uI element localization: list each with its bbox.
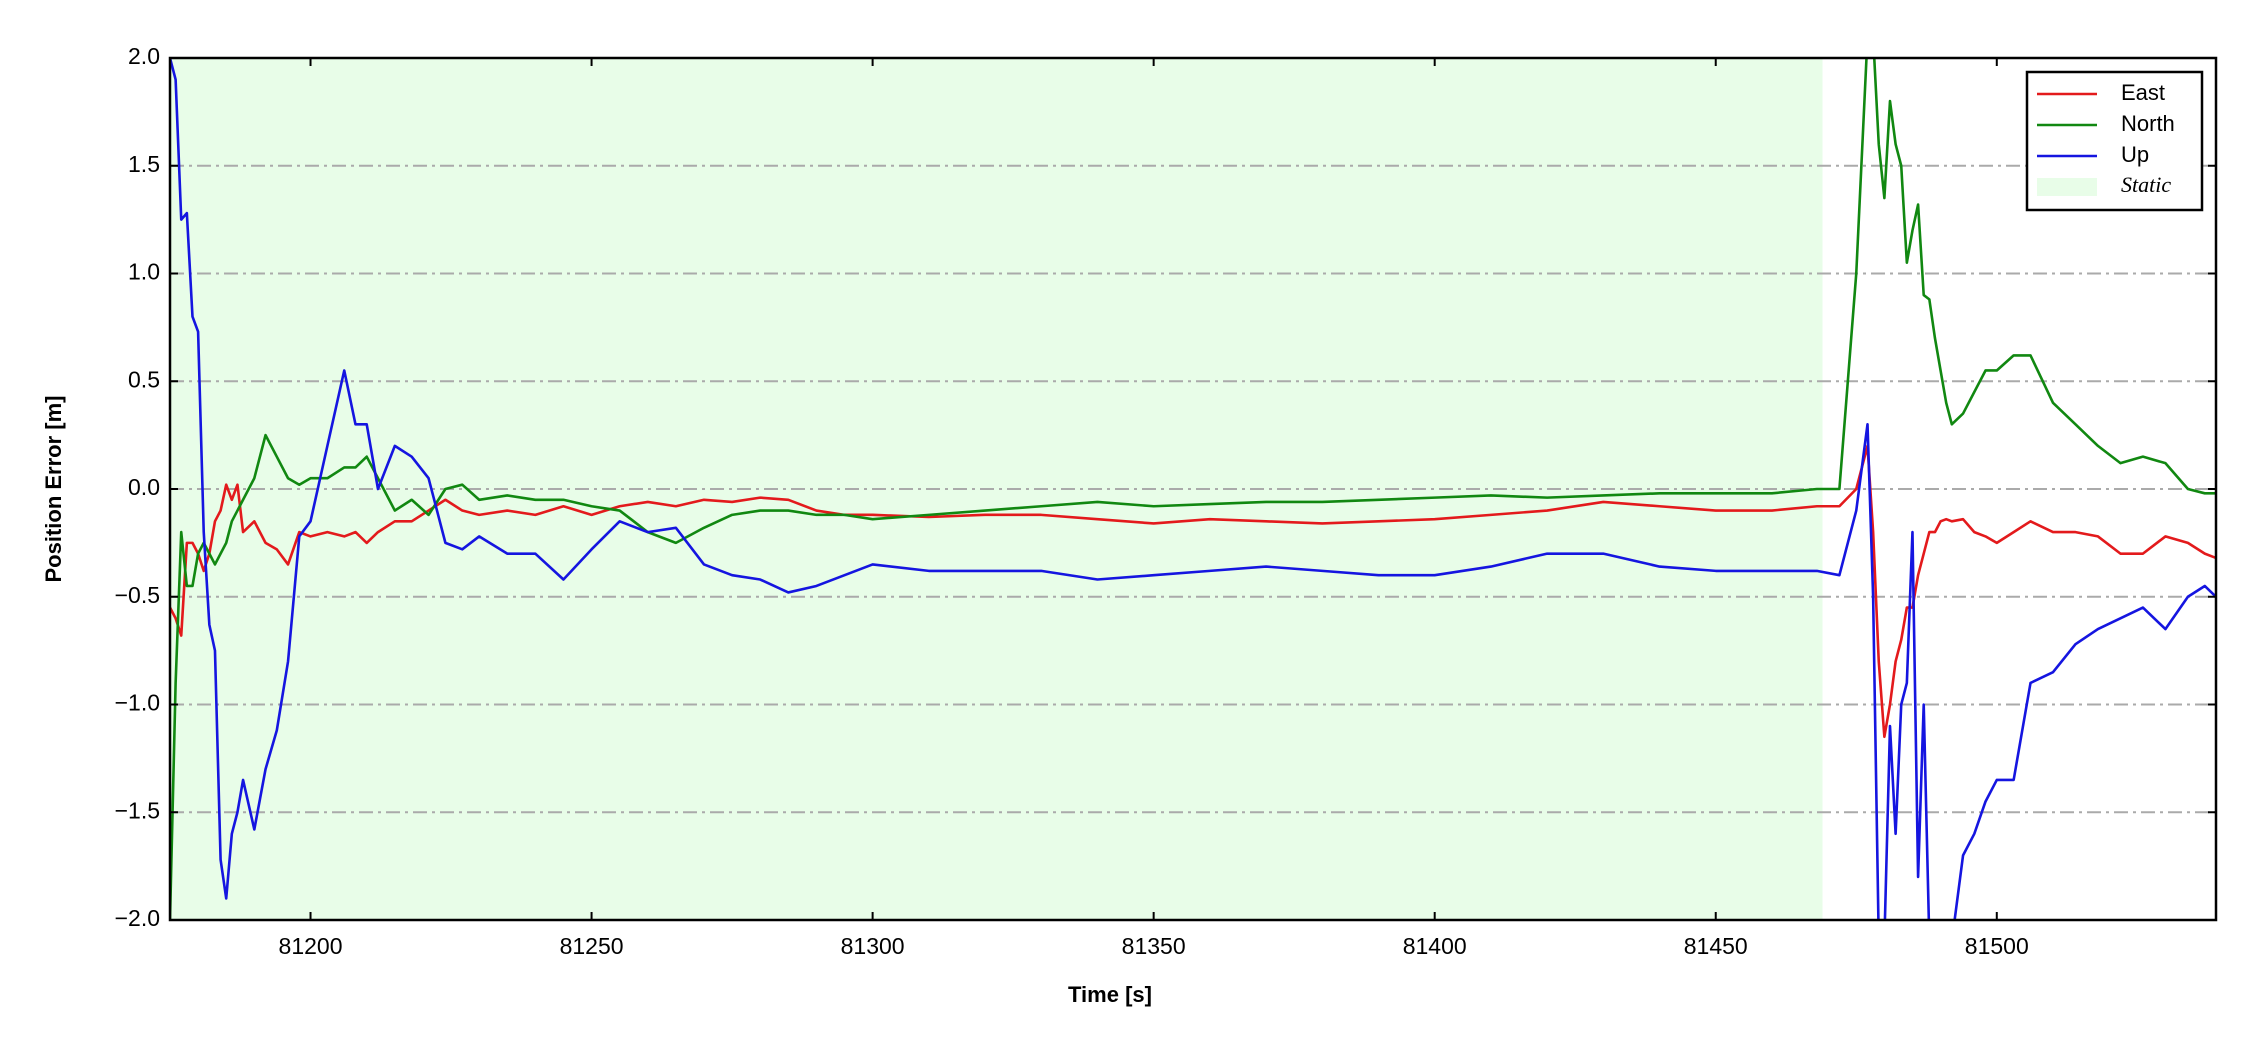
x-tick-label: 81350: [1122, 933, 1186, 959]
legend-label: Static: [2121, 172, 2171, 197]
series-line: [170, 58, 2216, 920]
y-tick-label: −2.0: [115, 905, 160, 931]
legend-swatch: [2037, 178, 2097, 196]
legend-label: East: [2121, 80, 2165, 105]
y-tick-label: 1.5: [128, 151, 160, 177]
x-tick-label: 81200: [279, 933, 343, 959]
legend: East North Up Static: [2025, 70, 2204, 212]
y-tick-label: 2.0: [128, 43, 160, 69]
legend-label: North: [2121, 111, 2175, 136]
y-tick-label: 0.5: [128, 366, 160, 392]
y-tick-label: −1.0: [115, 690, 160, 716]
plot-area: [170, 58, 2216, 920]
y-tick-label: 0.0: [128, 474, 160, 500]
x-axis-label: Time [s]: [1068, 982, 1152, 1007]
series-line: [170, 444, 2216, 739]
y-tick-label: 1.0: [128, 259, 160, 285]
x-tick-label: 81300: [841, 933, 905, 959]
series-line: [170, 58, 2216, 920]
x-tick-label: 81400: [1403, 933, 1467, 959]
x-tick-label: 81250: [560, 933, 624, 959]
y-axis-label: Position Error [m]: [41, 395, 66, 582]
legend-label: Up: [2121, 142, 2149, 167]
y-tick-label: −0.5: [115, 582, 160, 608]
x-tick-label: 81450: [1684, 933, 1748, 959]
y-tick-label: −1.5: [115, 797, 160, 823]
x-tick-label: 81500: [1965, 933, 2029, 959]
